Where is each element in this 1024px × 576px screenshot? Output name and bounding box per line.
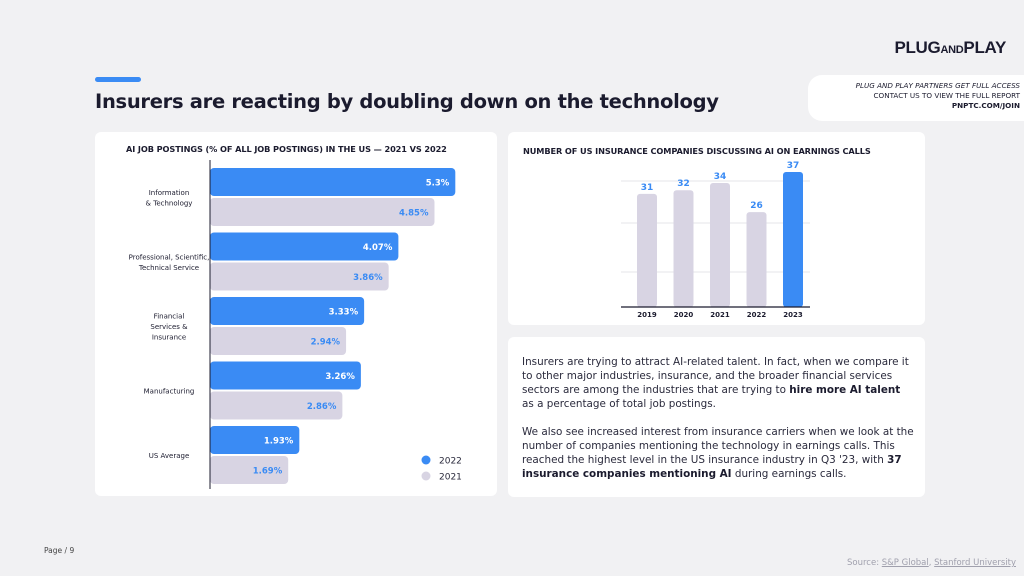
- bar-label-2021-0: 4.85%: [399, 209, 429, 219]
- bar-2022-1: [210, 232, 399, 261]
- bar-2022: [746, 212, 767, 307]
- category-label-2: Services &: [150, 323, 188, 331]
- bar-2022-2: [210, 297, 365, 325]
- page-title: Insurers are reacting by doubling down o…: [95, 90, 719, 113]
- insight-text-card: Insurers are trying to attract AI-relate…: [508, 337, 925, 497]
- bar-2021: [710, 182, 730, 307]
- category-label-2: Insurance: [152, 334, 186, 342]
- value-label-2019: 31: [641, 183, 654, 193]
- bar-2022-0: [210, 168, 456, 196]
- bar-2019: [637, 193, 657, 307]
- bar-label-2022-2: 3.33%: [329, 308, 359, 318]
- bar-label-2022-1: 4.07%: [363, 243, 393, 253]
- legend-label-2021: 2021: [439, 473, 462, 483]
- bar-2021-0: [210, 198, 435, 226]
- cta-line-contact: CONTACT US TO VIEW THE FULL REPORT: [873, 91, 1020, 100]
- bar-label-2021-1: 3.86%: [353, 273, 383, 283]
- title-accent-bar: [95, 77, 141, 82]
- x-tick-2021: 2021: [710, 311, 730, 319]
- bar-2021-3: [210, 391, 343, 420]
- insight-text: Insurers are trying to attract AI-relate…: [522, 355, 914, 495]
- bar-2020: [673, 190, 694, 307]
- bar-label-2021-4: 1.69%: [253, 467, 283, 477]
- earnings-calls-chart-title: NUMBER OF US INSURANCE COMPANIES DISCUSS…: [523, 146, 871, 156]
- source-link-sp-global[interactable]: S&P Global: [881, 558, 929, 568]
- category-label-0: & Technology: [146, 199, 193, 207]
- insight-paragraph-2: We also see increased interest from insu…: [522, 426, 914, 480]
- legend-dot-2022: [421, 455, 431, 465]
- category-label-2: Financial: [154, 313, 185, 321]
- legend-label-2022: 2022: [439, 457, 462, 467]
- x-tick-2023: 2023: [783, 311, 803, 319]
- value-label-2023: 37: [787, 161, 800, 171]
- source-citation: Source: S&P Global, Stanford University: [847, 558, 1016, 568]
- x-tick-2022: 2022: [747, 311, 767, 319]
- bar-label-2022-4: 1.93%: [264, 437, 294, 447]
- earnings-calls-chart-card: NUMBER OF US INSURANCE COMPANIES DISCUSS…: [508, 132, 925, 325]
- bar-label-2022-0: 5.3%: [426, 179, 450, 189]
- legend-dot-2021: [421, 471, 431, 481]
- bar-2022-4: [210, 426, 300, 454]
- plug-and-play-logo: PLUGANDPLAY: [894, 38, 1006, 57]
- category-label-1: Professional, Scientific,: [129, 253, 210, 261]
- cta-line-partners: PLUG AND PLAY PARTNERS GET FULL ACCESS: [855, 81, 1020, 90]
- category-label-0: Information: [149, 189, 190, 197]
- bar-label-2021-3: 2.86%: [307, 402, 337, 412]
- bar-label-2021-2: 2.94%: [311, 338, 341, 348]
- category-label-4: US Average: [149, 452, 190, 460]
- bar-2023: [783, 172, 803, 307]
- value-label-2022: 26: [750, 201, 763, 211]
- value-label-2020: 32: [677, 179, 690, 189]
- partner-access-banner[interactable]: PLUG AND PLAY PARTNERS GET FULL ACCESS C…: [808, 75, 1024, 121]
- bar-label-2022-3: 3.26%: [325, 372, 355, 382]
- bar-2021-2: [210, 327, 347, 355]
- source-link-stanford[interactable]: Stanford University: [934, 558, 1016, 568]
- x-tick-2020: 2020: [674, 311, 694, 319]
- job-postings-chart-title: AI JOB POSTINGS (% OF ALL JOB POSTINGS) …: [126, 144, 447, 154]
- bar-2021-1: [210, 262, 389, 291]
- value-label-2021: 34: [714, 172, 727, 182]
- bar-2021-4: [210, 456, 289, 484]
- category-label-3: Manufacturing: [144, 388, 195, 396]
- page-number: Page / 9: [44, 546, 75, 555]
- x-tick-2019: 2019: [637, 311, 657, 319]
- job-postings-chart-card: AI JOB POSTINGS (% OF ALL JOB POSTINGS) …: [95, 132, 497, 496]
- cta-link-join[interactable]: PNPTC.COM/JOIN: [951, 101, 1020, 110]
- bar-2022-3: [210, 361, 361, 390]
- category-label-1: Technical Service: [138, 264, 199, 272]
- insight-paragraph-1: Insurers are trying to attract AI-relate…: [522, 356, 909, 410]
- job-postings-chart: 5.3% 4.85% Information & Technology 4.07% 3.8…: [129, 160, 462, 489]
- earnings-calls-chart: 31 2019 32 2020 34 2021 26 2022 37 2023: [621, 161, 810, 319]
